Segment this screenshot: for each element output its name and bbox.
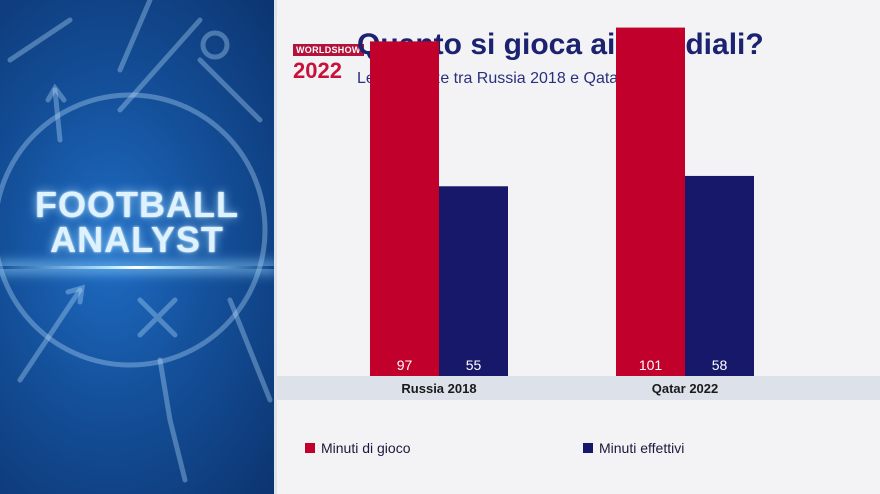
- category-band: [277, 376, 880, 400]
- bar-qatar-2022-minuti-effettivi: [685, 175, 754, 376]
- bar-russia-2018-minuti-effettivi: [439, 186, 508, 376]
- glow-line: [0, 266, 274, 269]
- bar-qatar-2022-minuti-di-gioco: [616, 27, 685, 376]
- tactics-board-drawing: [0, 0, 273, 483]
- bar-value-label: 55: [466, 357, 482, 373]
- chart-panel: WORLDSHOW 2022 Quanto si gioca ai Mondia…: [277, 0, 880, 494]
- bar-value-label: 101: [639, 357, 663, 373]
- bar-value-label: 97: [397, 357, 413, 373]
- bar-chart: 97 55 Russia 2018 101 58 Qatar 2022: [370, 27, 754, 396]
- panel-title-line1: FOOTBALL: [35, 184, 239, 225]
- football-analyst-panel: FOOTBALL ANALYST: [0, 0, 274, 494]
- logo-text: WORLDSHOW: [293, 44, 364, 56]
- panel-divider: [274, 0, 277, 494]
- category-label: Russia 2018: [401, 381, 476, 396]
- legend-item-minuti-effettivi: Minuti effettivi: [583, 440, 684, 456]
- bar-russia-2018-minuti-di-gioco: [370, 41, 439, 376]
- panel-title-line2: ANALYST: [50, 219, 224, 260]
- legend-swatch-blue: [583, 443, 593, 453]
- category-label: Qatar 2022: [652, 381, 719, 396]
- legend-label: Minuti effettivi: [599, 440, 685, 456]
- logo-year: 2022: [293, 58, 342, 83]
- legend-swatch-red: [305, 443, 315, 453]
- worldshow-logo: WORLDSHOW 2022: [293, 40, 364, 84]
- bar-value-label: 58: [712, 357, 728, 373]
- legend-item-minuti-di-gioco: Minuti di gioco: [305, 440, 411, 456]
- legend-label: Minuti di gioco: [321, 440, 411, 456]
